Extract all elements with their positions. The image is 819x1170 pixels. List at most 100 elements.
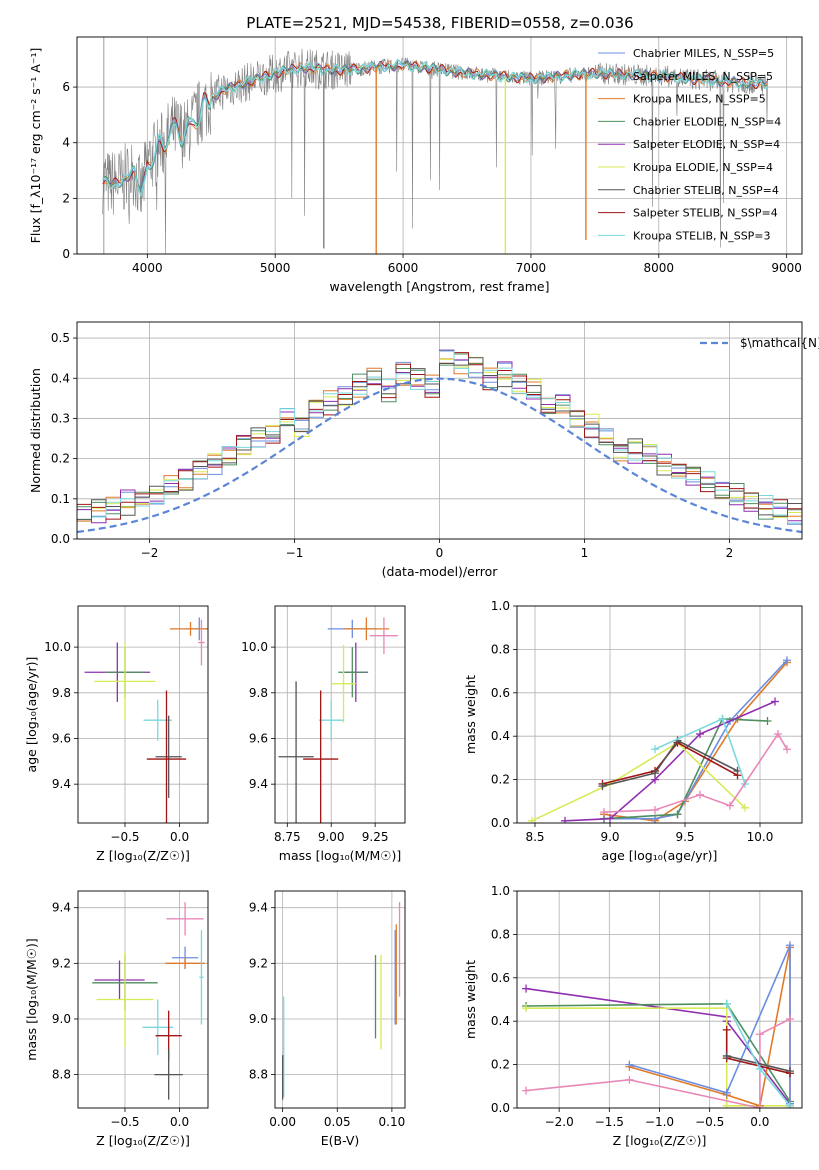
x-tick-label: 0.10 [379, 1115, 406, 1129]
y-tick-label: 1.0 [491, 884, 510, 898]
axes-frame [274, 605, 406, 824]
weight-line [531, 741, 746, 822]
x-tick-label: −1.5 [595, 1115, 624, 1129]
x-tick-label: −0.5 [110, 830, 139, 844]
data-point [146, 690, 187, 823]
weight-line [726, 1055, 791, 1072]
x-axis-label: wavelength [Angstrom, rest frame] [329, 279, 549, 294]
x-tick-label: 9.0 [600, 830, 619, 844]
data-point [198, 619, 205, 666]
y-tick-label: 0.6 [491, 686, 510, 700]
y-tick-label: 9.6 [249, 731, 268, 745]
plus-marker [522, 1004, 531, 1013]
plus-marker [783, 745, 791, 754]
data-point [96, 952, 154, 1047]
x-axis-label: Z [log₁₀(Z/Z☉)] [96, 1133, 190, 1148]
plus-marker [785, 941, 794, 950]
plot-area [528, 656, 791, 823]
data-point [94, 642, 156, 721]
plus-marker [722, 1025, 731, 1034]
y-axis-label: mass weight [463, 960, 478, 1039]
axes-frame [76, 321, 803, 540]
spectrum-model-line [102, 60, 768, 194]
y-tick-label: 0.8 [491, 927, 510, 941]
axes-age-vs-mass: 8.75 9.00 9.25 9.4 9.6 9.8 10.0 mass [log₁₀(M/M… [241, 605, 406, 863]
y-tick-label: 2 [62, 191, 70, 205]
y-tick-label: 0.4 [491, 1014, 510, 1028]
plus-marker [722, 1101, 731, 1108]
x-tick-label: 10.0 [747, 830, 774, 844]
x-axis-label: (data-model)/error [382, 564, 499, 579]
data-point [166, 902, 204, 936]
plus-marker [722, 1088, 731, 1097]
plus-marker [606, 814, 614, 823]
x-tick-label: 0.0 [750, 1115, 769, 1129]
axes-residuals: −2 −1 0 1 2 0.0 0.1 0.2 0.3 0.4 0.5 (data-model)/er… [28, 321, 819, 579]
legend-entry: Salpeter MILES, N_SSP=5 [633, 70, 773, 83]
x-tick-label: 9.5 [675, 830, 694, 844]
data-point [318, 699, 344, 741]
plus-marker [722, 999, 731, 1008]
axes-frame [76, 36, 803, 255]
plus-marker [673, 810, 682, 819]
histogram-steps [77, 357, 802, 529]
y-tick-label: 0.2 [51, 452, 70, 466]
x-axis-label: Z [log₁₀(Z/Z☉)] [96, 848, 190, 863]
y-axis-label: Flux [f_λ10⁻¹⁷ erg cm⁻² s⁻¹ A⁻¹] [28, 48, 43, 244]
y-tick-label: 9.8 [52, 686, 71, 700]
plus-marker [783, 656, 791, 665]
y-tick-label: 9.4 [249, 777, 268, 791]
plus-marker [651, 745, 659, 754]
y-tick-label: 4 [62, 136, 70, 150]
plus-marker [696, 730, 704, 739]
plus-marker [755, 1030, 764, 1039]
y-tick-label: 9.4 [52, 777, 71, 791]
y-tick-label: 9.8 [249, 686, 268, 700]
weight-line [629, 944, 791, 1104]
plot-area [84, 617, 208, 823]
weight-series [522, 1015, 794, 1108]
data-point [338, 647, 367, 698]
plus-marker [763, 717, 772, 726]
weight-series [722, 1051, 794, 1076]
x-tick-label: 8000 [644, 261, 675, 275]
weight-series [600, 714, 772, 823]
x-axis-label: E(B-V) [321, 1133, 360, 1148]
y-tick-label: 9.0 [249, 1012, 268, 1026]
y-axis-label: age [log₁₀(age/yr)] [24, 657, 39, 773]
y-tick-label: 8.8 [52, 1068, 71, 1082]
axes-weight-vs-Z: −2.0 −1.5 −1.0 −0.5 0.0 0.0 0.2 0.4 0.6 0.8 1.0 Z [… [463, 884, 803, 1148]
plus-marker [774, 730, 782, 739]
legend-entry: Chabrier ELODIE, N_SSP=4 [633, 115, 781, 128]
weight-series [722, 999, 794, 1108]
histogram-steps [77, 353, 802, 527]
y-axis-label: mass weight [463, 675, 478, 754]
y-tick-label: 10.0 [44, 640, 71, 654]
weight-line [602, 739, 738, 787]
data-point [278, 681, 314, 823]
spectrum-legend: Chabrier MILES, N_SSP=5 Salpeter MILES, N… [598, 47, 781, 242]
weight-line [603, 732, 788, 813]
x-tick-label: 0.0 [170, 1115, 189, 1129]
plot-area [278, 617, 398, 823]
data-point [343, 617, 390, 641]
axes-frame [77, 890, 209, 1109]
grid [78, 606, 208, 823]
data-point [165, 957, 205, 969]
x-axis-label: age [log₁₀(age/yr)] [602, 848, 718, 863]
plus-marker [785, 1015, 794, 1024]
plus-marker [722, 1051, 731, 1060]
y-tick-label: 0.0 [51, 532, 70, 546]
x-tick-label: −1.0 [645, 1115, 674, 1129]
axes-age-vs-Z: −0.5 0.0 9.4 9.6 9.8 10.0 Z [log₁₀(Z/Z☉)] age [… [24, 605, 209, 863]
weight-line [603, 717, 768, 820]
x-tick-label: 2 [726, 546, 734, 560]
data-point [143, 699, 172, 741]
axes-frame [516, 605, 803, 824]
residual-legend: $\mathcal{N}(0,1)$ [700, 336, 819, 350]
weight-line [525, 1018, 791, 1108]
data-point [142, 999, 174, 1056]
plot-area [522, 941, 794, 1108]
x-tick-label: 9000 [771, 261, 802, 275]
x-axis-label: mass [log₁₀(M/M☉)] [279, 848, 401, 863]
